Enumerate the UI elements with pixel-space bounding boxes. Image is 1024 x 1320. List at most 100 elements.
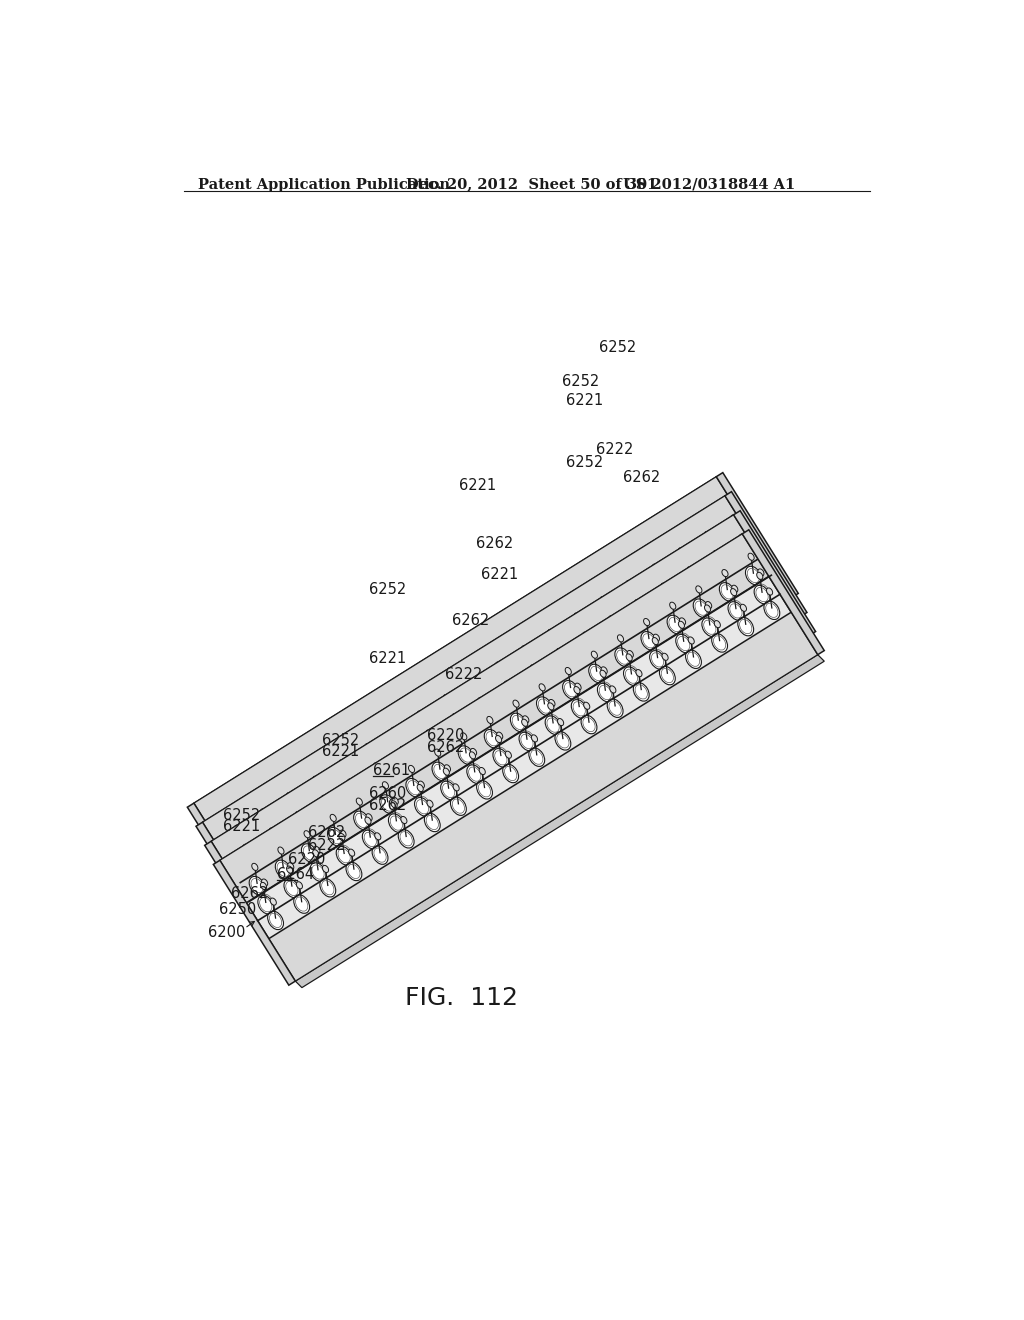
Ellipse shape: [424, 813, 440, 832]
Ellipse shape: [348, 849, 354, 857]
Polygon shape: [269, 598, 799, 931]
Ellipse shape: [479, 767, 485, 775]
Ellipse shape: [479, 694, 485, 701]
Ellipse shape: [432, 762, 447, 780]
Ellipse shape: [305, 828, 311, 834]
Polygon shape: [205, 841, 287, 966]
Ellipse shape: [531, 661, 538, 668]
Text: 6222: 6222: [596, 442, 634, 457]
Ellipse shape: [686, 577, 701, 595]
Ellipse shape: [258, 895, 273, 913]
Ellipse shape: [738, 618, 754, 636]
Ellipse shape: [506, 677, 512, 685]
Ellipse shape: [425, 739, 440, 758]
Ellipse shape: [323, 792, 329, 799]
Text: 6262: 6262: [453, 612, 489, 628]
Ellipse shape: [391, 727, 397, 734]
Ellipse shape: [694, 595, 711, 614]
Ellipse shape: [380, 795, 395, 813]
Ellipse shape: [521, 719, 527, 726]
Ellipse shape: [261, 879, 267, 886]
Ellipse shape: [496, 663, 502, 669]
Ellipse shape: [677, 631, 693, 649]
Ellipse shape: [730, 589, 736, 595]
Ellipse shape: [756, 582, 771, 601]
Ellipse shape: [712, 634, 727, 652]
Ellipse shape: [234, 825, 241, 833]
Text: 6252: 6252: [565, 455, 603, 470]
Ellipse shape: [486, 717, 493, 723]
Text: 6264: 6264: [276, 867, 314, 882]
Ellipse shape: [365, 817, 371, 824]
Ellipse shape: [269, 828, 275, 836]
Polygon shape: [267, 609, 818, 981]
Ellipse shape: [285, 875, 301, 894]
Ellipse shape: [584, 628, 590, 636]
Ellipse shape: [557, 718, 563, 726]
Ellipse shape: [443, 768, 450, 775]
Ellipse shape: [548, 702, 554, 710]
Ellipse shape: [600, 597, 606, 603]
Ellipse shape: [633, 682, 649, 701]
Text: 6221: 6221: [322, 743, 358, 759]
Ellipse shape: [582, 642, 597, 660]
Ellipse shape: [468, 762, 483, 780]
Ellipse shape: [652, 638, 658, 644]
Polygon shape: [196, 822, 279, 946]
Ellipse shape: [388, 741, 404, 759]
Ellipse shape: [678, 622, 684, 628]
Ellipse shape: [242, 854, 257, 873]
Ellipse shape: [555, 731, 570, 750]
Text: 6222: 6222: [307, 838, 345, 853]
Text: 6221: 6221: [459, 478, 496, 494]
Text: 6252: 6252: [322, 733, 358, 748]
Ellipse shape: [750, 550, 756, 557]
Ellipse shape: [581, 715, 597, 734]
Ellipse shape: [503, 690, 519, 709]
Ellipse shape: [270, 825, 276, 832]
Ellipse shape: [354, 808, 371, 826]
Ellipse shape: [658, 597, 674, 615]
Ellipse shape: [417, 711, 423, 718]
Polygon shape: [295, 655, 824, 987]
Ellipse shape: [258, 822, 273, 841]
Ellipse shape: [450, 727, 465, 746]
Ellipse shape: [758, 569, 764, 576]
Ellipse shape: [609, 686, 615, 693]
Polygon shape: [716, 473, 799, 598]
Ellipse shape: [417, 784, 423, 792]
Ellipse shape: [754, 585, 770, 603]
Ellipse shape: [627, 581, 633, 587]
Ellipse shape: [583, 632, 589, 639]
Ellipse shape: [607, 700, 623, 718]
Ellipse shape: [606, 628, 622, 647]
Ellipse shape: [688, 638, 694, 644]
Ellipse shape: [527, 677, 544, 697]
Ellipse shape: [276, 857, 292, 875]
Ellipse shape: [757, 573, 763, 579]
Ellipse shape: [260, 882, 266, 890]
Ellipse shape: [539, 684, 545, 690]
Ellipse shape: [496, 735, 502, 743]
Ellipse shape: [740, 605, 746, 611]
Text: 6262: 6262: [230, 886, 268, 902]
Ellipse shape: [382, 781, 388, 789]
Ellipse shape: [645, 615, 651, 622]
Ellipse shape: [624, 594, 640, 612]
Ellipse shape: [339, 833, 345, 841]
Text: 6200: 6200: [208, 925, 245, 940]
Ellipse shape: [719, 582, 735, 601]
Polygon shape: [194, 477, 723, 809]
Ellipse shape: [302, 841, 318, 859]
Ellipse shape: [397, 759, 413, 777]
Ellipse shape: [600, 671, 606, 677]
Ellipse shape: [458, 746, 474, 764]
Ellipse shape: [467, 692, 482, 710]
Ellipse shape: [659, 593, 676, 611]
Text: 6260: 6260: [370, 787, 407, 801]
Ellipse shape: [295, 812, 301, 818]
Ellipse shape: [732, 585, 738, 593]
Ellipse shape: [310, 789, 326, 808]
Ellipse shape: [443, 694, 450, 702]
Ellipse shape: [415, 797, 430, 816]
